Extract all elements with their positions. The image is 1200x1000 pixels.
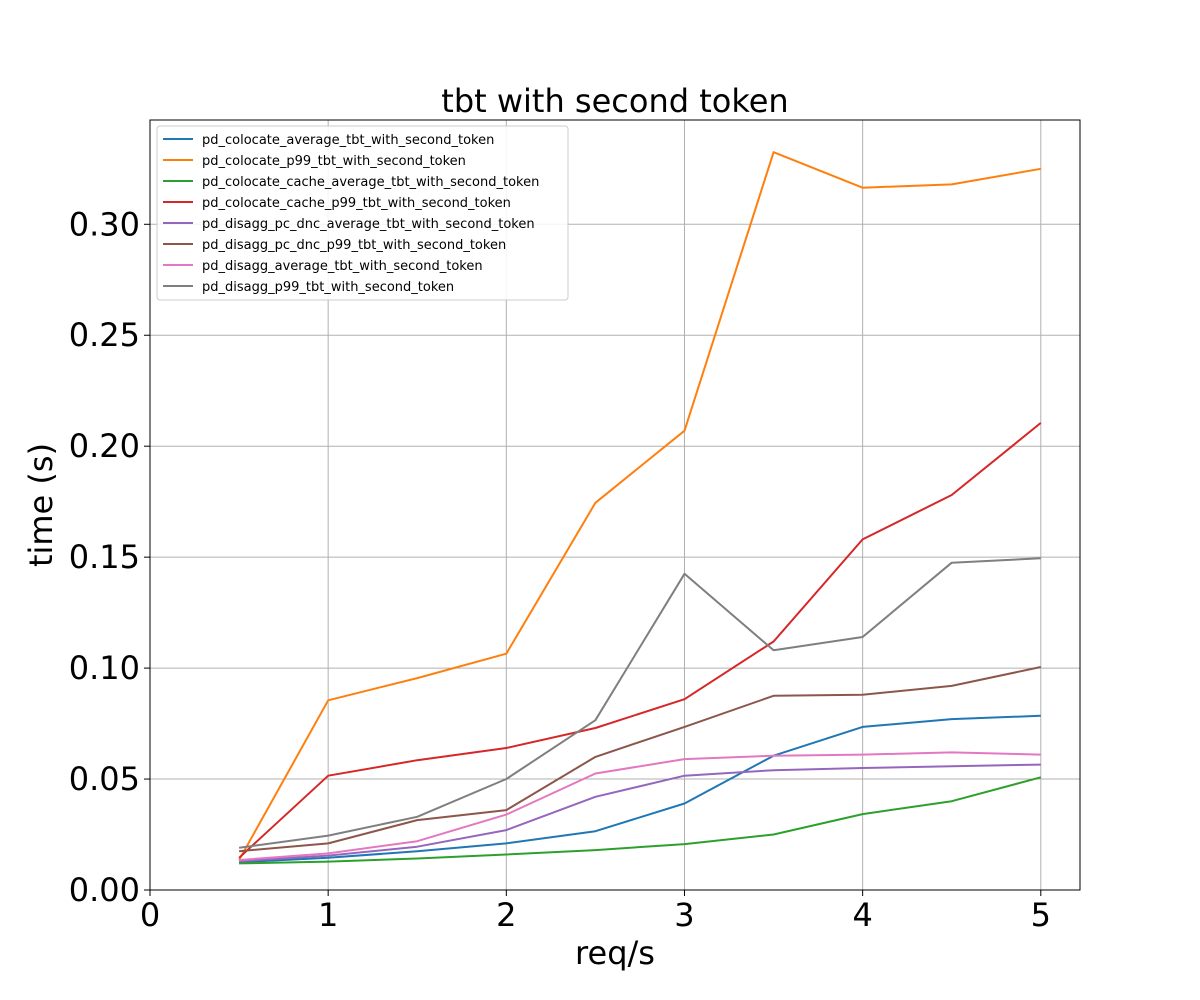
series-line-pd_colocate_cache_p99_tbt_with_second_token — [238, 422, 1042, 859]
x-tick-label: 0 — [140, 896, 160, 934]
series-layer — [238, 151, 1042, 865]
series-line-pd_disagg_average_tbt_with_second_token — [239, 751, 1041, 861]
x-tick-label: 1 — [318, 896, 338, 934]
y-tick-label: 0.00 — [69, 871, 140, 909]
y-tick-label: 0.15 — [69, 538, 140, 576]
series-line-pd_disagg_p99_tbt_with_second_token — [238, 557, 1041, 849]
y-tick-label: 0.10 — [69, 649, 140, 687]
tick-layer: 0 1 2 3 4 5 0.00 0.05 0.10 0.15 0.20 0.25 0.30 — [69, 205, 1051, 934]
legend-label: pd_colocate_average_tbt_with_second_toke… — [202, 133, 494, 148]
x-tick-label: 3 — [674, 896, 694, 934]
y-axis-label: time (s) — [22, 443, 60, 567]
series-line-pd_disagg_pc_dnc_average_tbt_with_second_token — [239, 763, 1041, 863]
legend-label: pd_disagg_average_tbt_with_second_token — [202, 259, 483, 274]
legend-box — [156, 125, 569, 301]
x-tick-label: 2 — [496, 896, 516, 934]
chart-title: tbt with second token — [441, 82, 788, 120]
plot-area-frame — [149, 119, 1081, 891]
series-line-pd_colocate_average_tbt_with_second_token — [239, 714, 1041, 864]
series-line-pd_colocate_cache_average_tbt_with_second_token — [239, 776, 1042, 865]
legend-label: pd_disagg_pc_dnc_p99_tbt_with_second_tok… — [202, 238, 506, 253]
series-line-pd_disagg_pc_dnc_p99_tbt_with_second_token — [239, 666, 1042, 853]
legend-label: pd_colocate_p99_tbt_with_second_token — [202, 154, 466, 169]
legend-label: pd_colocate_cache_p99_tbt_with_second_to… — [202, 196, 511, 211]
legend-label: pd_disagg_pc_dnc_average_tbt_with_second… — [202, 217, 535, 232]
y-tick-label: 0.20 — [69, 427, 140, 465]
y-tick-label: 0.05 — [69, 760, 140, 798]
legend: pd_colocate_average_tbt_with_second_toke… — [156, 125, 569, 301]
x-tick-label: 4 — [852, 896, 872, 934]
legend-label: pd_colocate_cache_average_tbt_with_secon… — [202, 175, 539, 190]
y-tick-label: 0.25 — [69, 316, 140, 354]
series-line-pd_colocate_p99_tbt_with_second_token — [238, 151, 1041, 861]
x-tick-label: 5 — [1031, 896, 1051, 934]
legend-label: pd_disagg_p99_tbt_with_second_token — [202, 280, 454, 295]
y-tick-label: 0.30 — [69, 205, 140, 243]
x-axis-label: req/s — [575, 934, 655, 972]
